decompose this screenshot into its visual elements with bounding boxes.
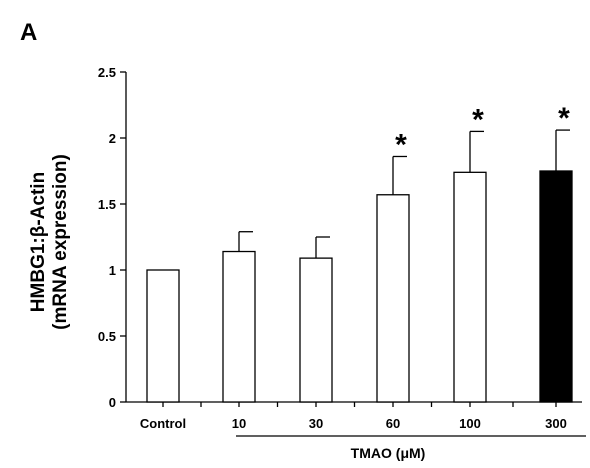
y-axis-title-line1: HMBG1:β-Actin (28, 172, 49, 312)
significance-marker: * (395, 128, 407, 161)
bar (299, 257, 333, 403)
y-tick-label: 1.5 (98, 197, 116, 212)
bar (376, 194, 410, 403)
bar (539, 170, 573, 403)
bar (146, 269, 180, 403)
x-tick-label: 300 (545, 416, 567, 431)
panel-label: A (20, 19, 37, 46)
y-tick-label: 0.5 (98, 329, 116, 344)
y-axis-title: HMBG1:β-Actin (mRNA expression) (28, 154, 71, 330)
y-tick-label: 0 (109, 395, 116, 410)
x-tick-label: 30 (309, 416, 323, 431)
x-tick-label: 100 (459, 416, 481, 431)
bar (222, 250, 256, 403)
x-tick-label: Control (140, 416, 186, 431)
y-tick-label: 2 (109, 131, 116, 146)
x-axis-title: TMAO (μM) (351, 445, 426, 461)
x-tick-label: 10 (232, 416, 246, 431)
x-tick-label: 60 (386, 416, 400, 431)
y-axis-title-line2: (mRNA expression) (50, 154, 71, 330)
y-tick-label: 1 (109, 263, 116, 278)
bar (453, 171, 487, 403)
significance-marker: * (558, 102, 570, 135)
significance-marker: * (472, 103, 484, 136)
y-tick-label: 2.5 (98, 65, 116, 80)
